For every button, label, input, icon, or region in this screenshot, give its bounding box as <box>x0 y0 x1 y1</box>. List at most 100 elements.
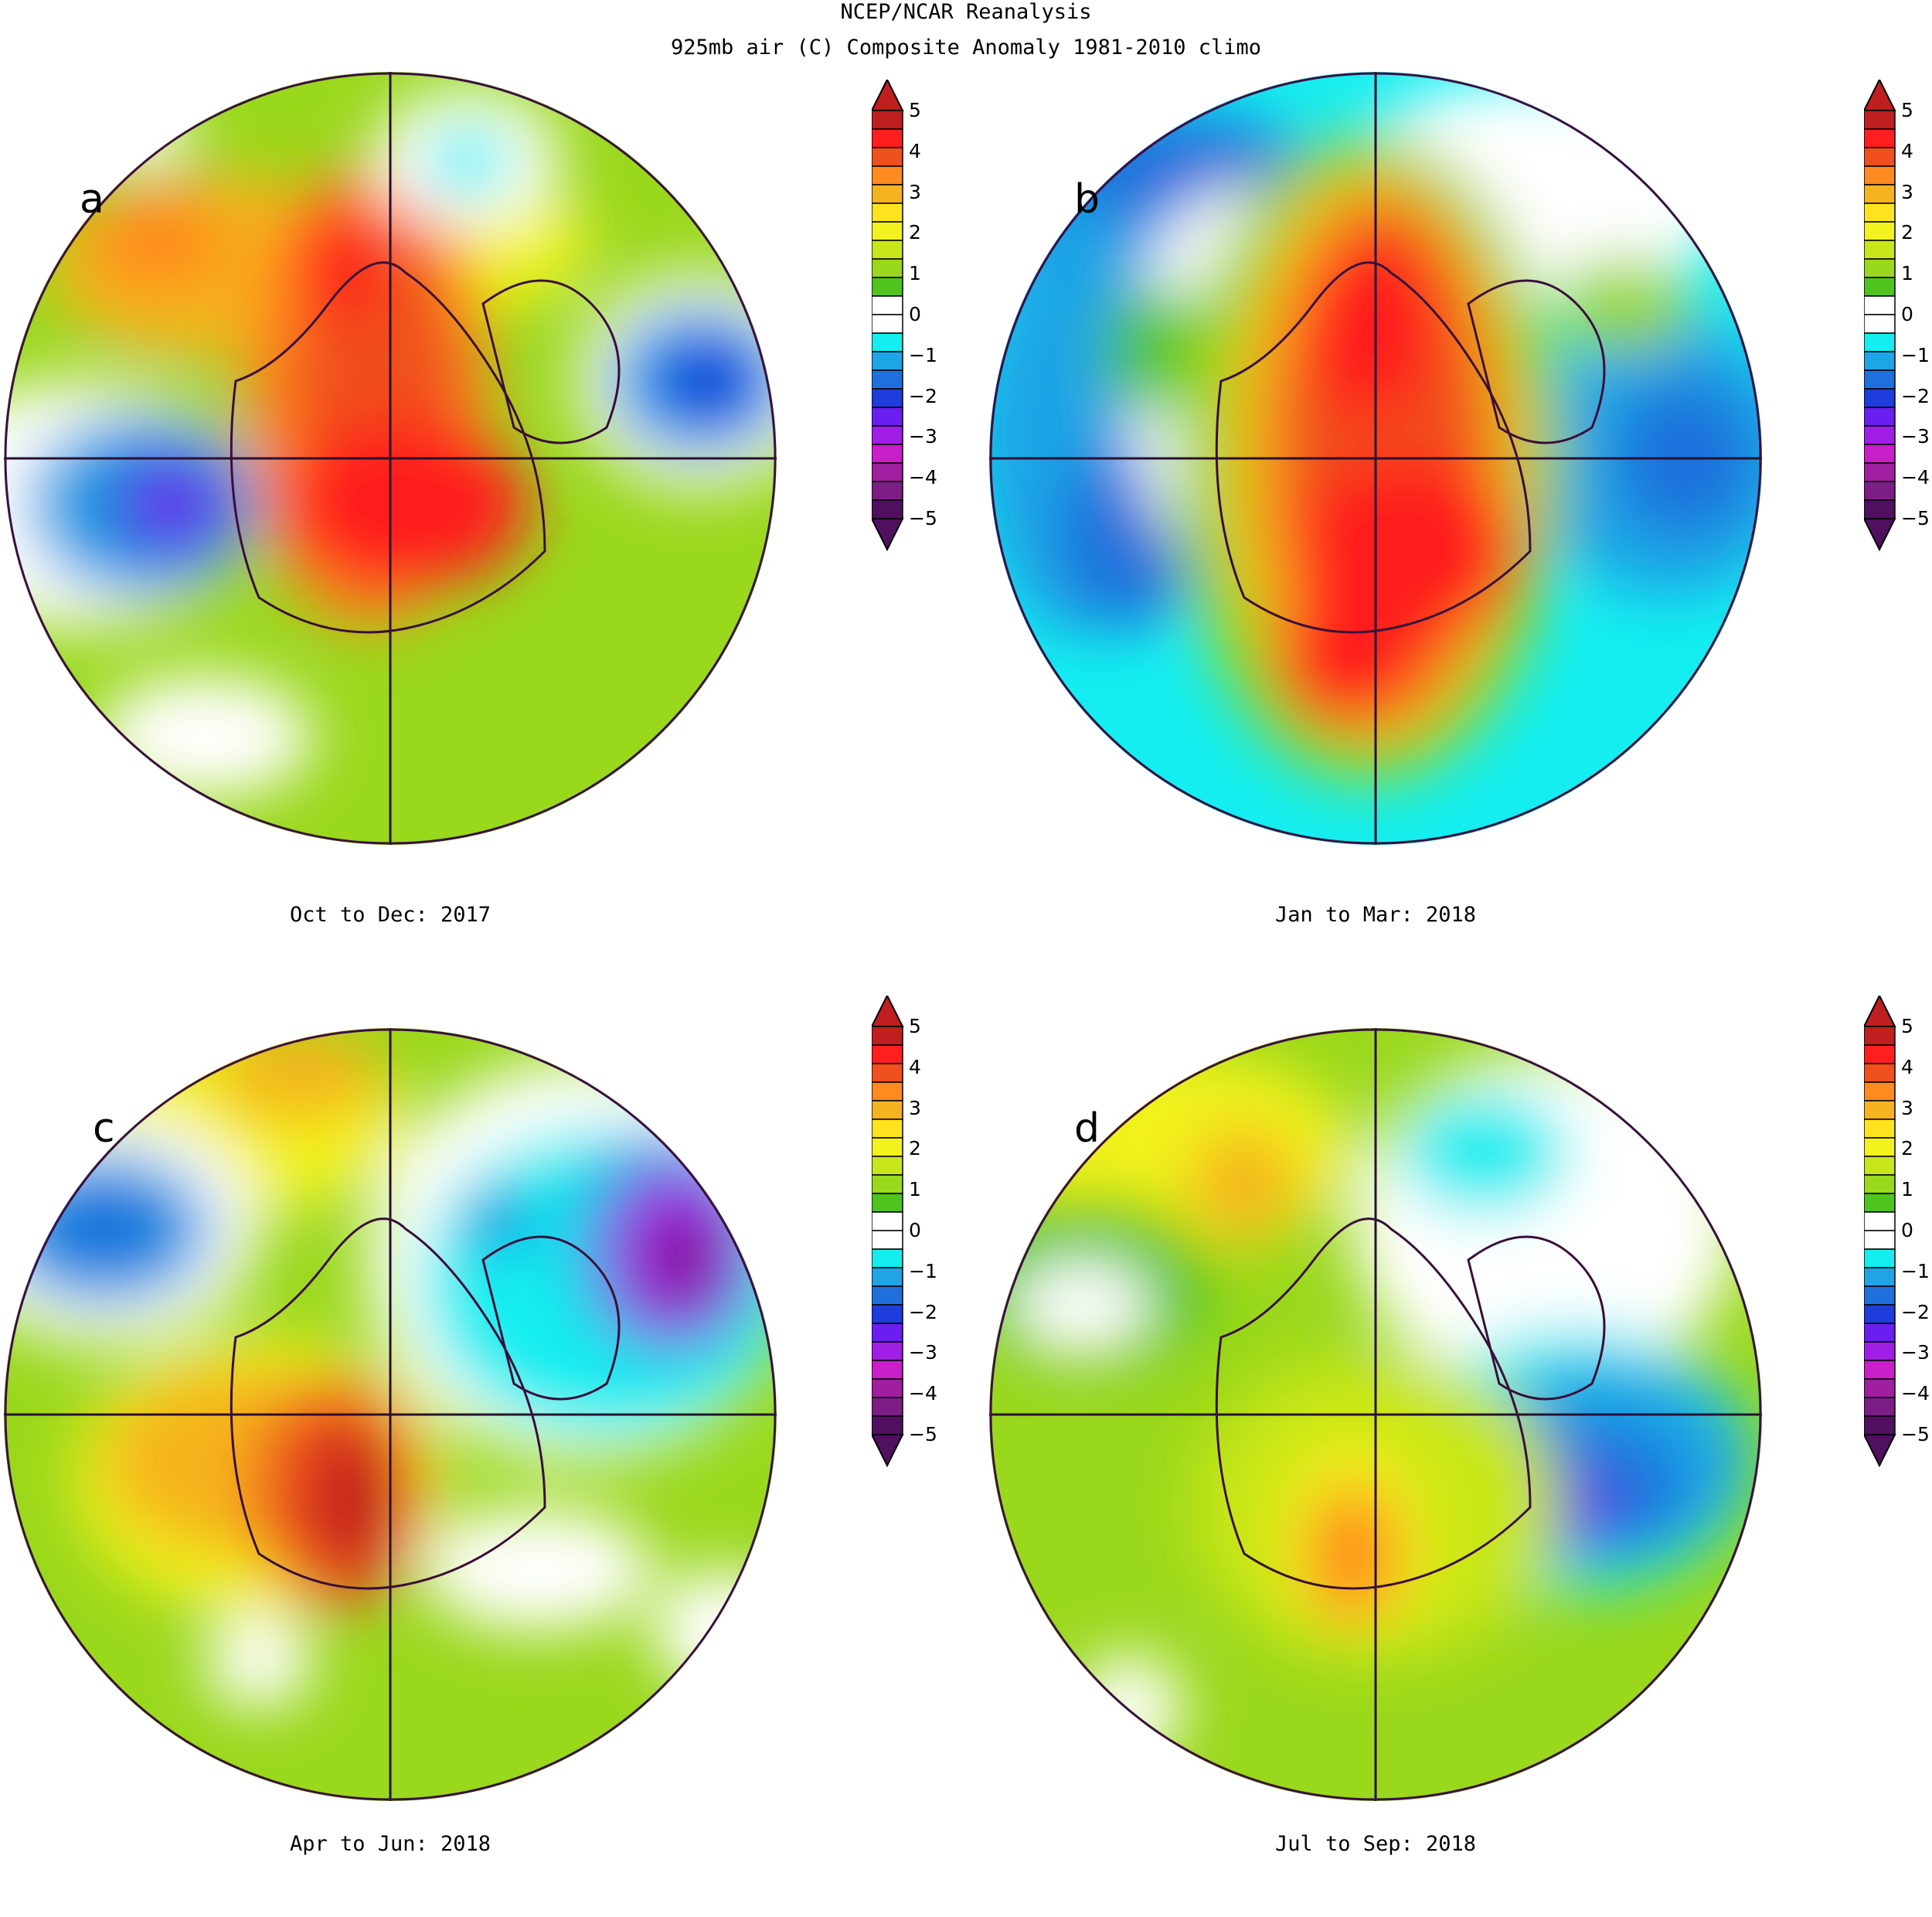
colorbar-segment <box>871 1211 903 1231</box>
colorbar-segment <box>871 295 903 315</box>
colorbar-segment <box>1863 221 1896 241</box>
panel-label-d: d <box>1074 1105 1100 1152</box>
colorbar-segment <box>871 221 903 241</box>
colorbar-segment <box>1863 499 1896 519</box>
colorbar-segment <box>1863 128 1896 148</box>
colorbar-segment <box>1863 1193 1896 1213</box>
colorbar-segment <box>871 369 903 390</box>
colorbar-tick-label: −5 <box>909 507 937 529</box>
colorbar-segment <box>1863 1063 1896 1083</box>
colorbar-segment <box>1863 1211 1896 1231</box>
figure-title: NCEP/NCAR Reanalysis <box>840 0 1092 24</box>
colorbar-segment <box>1863 1174 1896 1194</box>
colorbar-segment <box>871 165 903 186</box>
colorbar-segment <box>871 203 903 223</box>
colorbar-bottom-arrow <box>1862 1434 1896 1468</box>
colorbar-segment <box>1863 444 1896 464</box>
colorbar-segment <box>1863 277 1896 297</box>
colorbar-tick-label: 5 <box>1901 99 1913 121</box>
colorbar-top-arrow <box>870 993 904 1027</box>
panel-label-a: a <box>80 176 104 223</box>
colorbar-segment <box>871 1137 903 1157</box>
colorbar-bottom-arrow <box>1862 518 1896 552</box>
colorbar-segment <box>1863 369 1896 390</box>
colorbar-segment <box>1863 110 1896 130</box>
colorbar-tick-label: −5 <box>1901 1423 1930 1445</box>
colorbar-segment <box>1863 147 1896 167</box>
colorbar-segment <box>1863 481 1896 501</box>
colorbar-bottom-arrow <box>870 1434 904 1468</box>
colorbar-tick-label: −1 <box>1901 1259 1930 1282</box>
colorbar-segment <box>871 128 903 148</box>
colorbar-segment <box>871 332 903 352</box>
colorbar-tick-label: −4 <box>1901 466 1930 489</box>
colorbar-segment <box>871 481 903 501</box>
colorbar-d: 5 4 3 2 1 0 −1 −2 −3 −4 −5 <box>1862 993 1932 1472</box>
colorbar-tick-label: 5 <box>909 1015 921 1037</box>
colorbar-tick-label: 0 <box>1901 303 1913 325</box>
map-panel-a <box>4 72 777 845</box>
colorbar-tick-label: 3 <box>1901 180 1913 203</box>
colorbar-segment <box>1863 258 1896 278</box>
colorbar-segment <box>871 499 903 519</box>
colorbar-tick-label: −1 <box>909 1259 937 1282</box>
colorbar-svg <box>870 77 904 552</box>
colorbar-segment <box>1863 1267 1896 1287</box>
panel-b: b Jan to Mar: 2018 <box>966 68 1932 988</box>
colorbar-segment <box>1863 295 1896 315</box>
colorbar-top-arrow <box>1862 993 1896 1027</box>
colorbar-tick-label: −3 <box>1901 425 1930 448</box>
colorbar-tick-label: 2 <box>909 1137 921 1160</box>
colorbar-bottom-arrow <box>870 518 904 552</box>
colorbar-tick-label: 1 <box>909 1178 921 1201</box>
colorbar-tick-label: 2 <box>1901 221 1913 244</box>
colorbar-segment <box>871 1026 903 1046</box>
colorbar-segment <box>871 184 903 204</box>
colorbar-tick-label: −3 <box>1901 1341 1930 1364</box>
colorbar-segment <box>1863 1323 1896 1343</box>
colorbar-tick-label: 3 <box>909 180 921 203</box>
colorbar-segment <box>871 1378 903 1398</box>
colorbar-tick-label: −1 <box>909 343 937 366</box>
colorbar-tick-label: 2 <box>909 221 921 244</box>
colorbar-b: 5 4 3 2 1 0 −1 −2 −3 −4 −5 <box>1862 77 1932 556</box>
colorbar-tick-label: 0 <box>1901 1219 1913 1241</box>
colorbar-segment <box>1863 240 1896 260</box>
colorbar-segment <box>1863 1081 1896 1102</box>
colorbar-segment <box>1863 1156 1896 1176</box>
colorbar-segment <box>871 1044 903 1064</box>
panel-caption-a: Oct to Dec: 2017 <box>289 903 492 927</box>
colorbar-segment <box>1863 425 1896 445</box>
colorbar-segment <box>1863 1137 1896 1157</box>
colorbar-segment <box>871 1100 903 1120</box>
colorbar-segment <box>1863 203 1896 223</box>
colorbar-segment <box>871 314 903 334</box>
colorbar-svg <box>1862 993 1896 1468</box>
colorbar-tick-label: 5 <box>1901 1015 1913 1037</box>
colorbar-segment <box>1863 1119 1896 1139</box>
colorbar-segment <box>871 1063 903 1083</box>
colorbar-tick-label: 4 <box>1901 1055 1913 1078</box>
colorbar-segment <box>871 407 903 427</box>
colorbar-segment <box>1863 184 1896 204</box>
colorbar-segment <box>871 110 903 130</box>
colorbar-tick-label: −1 <box>1901 343 1930 366</box>
colorbar-segment <box>1863 332 1896 352</box>
map-panel-b <box>989 72 1762 845</box>
colorbar-segment <box>871 388 903 408</box>
colorbar-tick-label: −4 <box>909 1382 937 1405</box>
colorbar-segment <box>1863 1248 1896 1268</box>
colorbar-tick-label: −5 <box>1901 507 1930 529</box>
colorbar-tick-label: 4 <box>1901 139 1913 162</box>
colorbar-segment <box>1863 351 1896 371</box>
panel-c: c Apr to Jun: 2018 <box>0 997 966 1917</box>
colorbar-tick-label: −2 <box>1901 384 1930 407</box>
colorbar-tick-label: −3 <box>909 425 937 448</box>
colorbar-c: 5 4 3 2 1 0 −1 −2 −3 −4 −5 <box>870 993 964 1472</box>
colorbar-segment <box>871 1323 903 1343</box>
colorbar-top-arrow <box>1862 77 1896 111</box>
colorbar-tick-label: 1 <box>1901 262 1913 285</box>
figure-subtitle: 925mb air (C) Composite Anomaly 1981-201… <box>670 36 1261 60</box>
colorbar-tick-label: −2 <box>909 1300 937 1323</box>
panel-d: d Jul to Sep: 2018 <box>966 997 1932 1917</box>
